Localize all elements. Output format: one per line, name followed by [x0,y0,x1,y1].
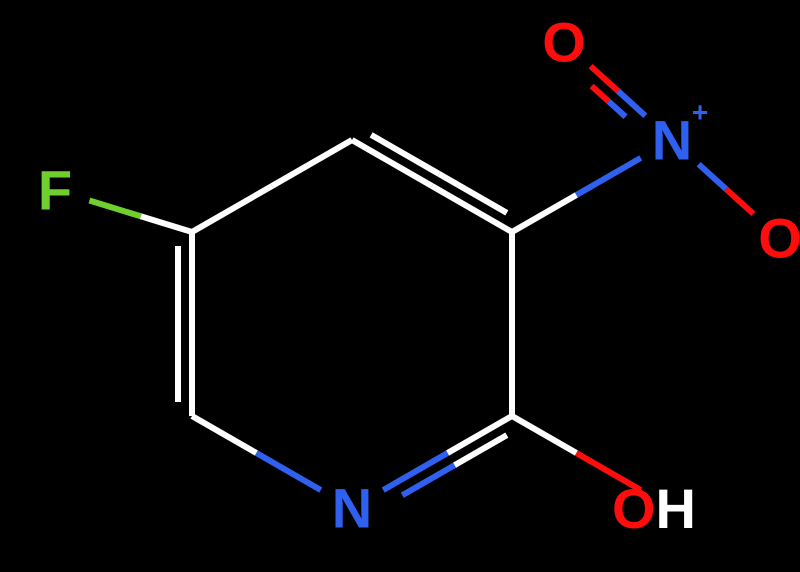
bond-segment [89,201,140,217]
bond-segment [609,101,626,116]
atom-label: N [652,109,692,172]
bond-segment [699,164,726,189]
atom-charge: + [692,97,708,128]
bond-segment [256,453,320,490]
bond-segment [192,416,256,453]
atom-label: F [38,159,72,222]
bond-segment [141,216,192,232]
atom-label: O [758,207,800,270]
bond-segment [576,158,640,195]
bond-segment [402,465,454,495]
bond-segment [512,195,576,232]
molecule-diagram: NOHN+OO-F [0,0,800,572]
atom-label-oh: OH [612,477,696,540]
atom-label: N [332,477,372,540]
bond-segment [726,189,753,214]
bond-segment [192,186,272,232]
bond-segment [455,435,507,465]
bond-segment [512,416,576,453]
bond-segment [592,86,609,101]
bond-segment [272,140,352,186]
atom-label: O [542,11,586,74]
